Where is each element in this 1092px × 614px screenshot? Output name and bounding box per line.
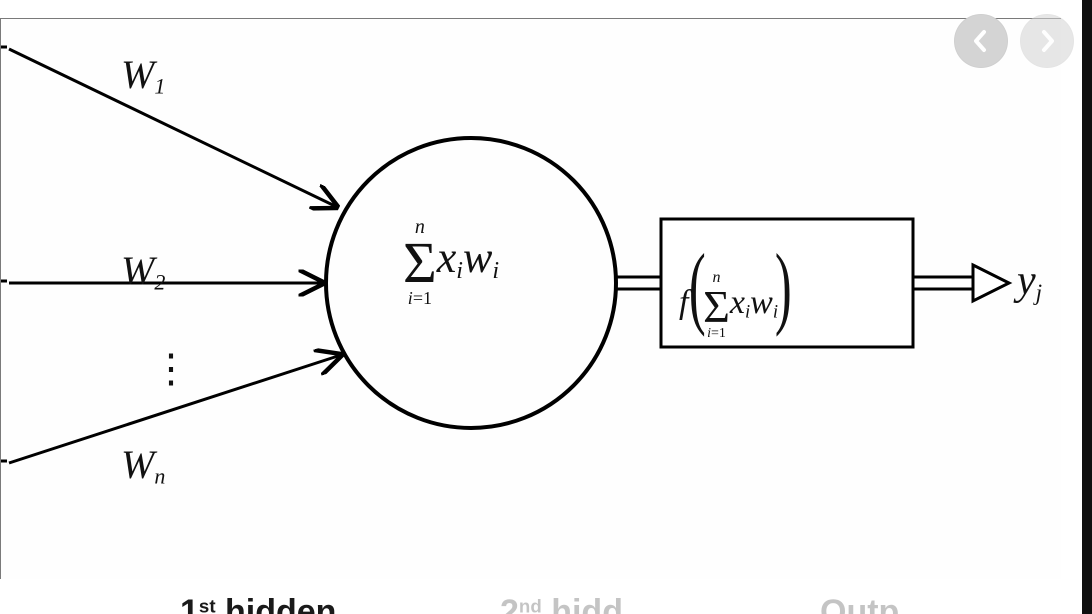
diagram-panel: W1 W2 ⋮ Wn n Σ i=1 xiwi f( n Σ i=1 xiwi): [0, 18, 1061, 579]
caption-first-hidden: 1st hidden: [180, 593, 336, 614]
vdots-glyph: ⋮: [151, 346, 191, 391]
diagram-stage: W1 W2 ⋮ Wn n Σ i=1 xiwi f( n Σ i=1 xiwi): [0, 0, 1092, 614]
vdots: ⋮: [151, 349, 191, 389]
caption-output: Outp: [820, 593, 899, 614]
next-image-button[interactable]: [1020, 14, 1074, 68]
neuron-diagram-svg: [1, 19, 1061, 579]
weight-label-w1: W1: [121, 51, 165, 100]
viewer-right-frame: [1082, 0, 1092, 614]
chevron-right-icon: [1037, 29, 1057, 53]
sum-expression: n Σ i=1 xiwi: [403, 217, 499, 307]
wn-text: W: [121, 442, 154, 487]
output-label: yj: [1017, 257, 1042, 306]
w1-text: W: [121, 52, 154, 97]
weight-label-wn: Wn: [121, 441, 165, 490]
weight-label-w2: W2: [121, 247, 165, 296]
caption-second-hidden: 2nd hidd: [500, 593, 623, 614]
prev-image-button[interactable]: [954, 14, 1008, 68]
activation-expression: f( n Σ i=1 xiwi): [679, 229, 793, 341]
w2-text: W: [121, 248, 154, 293]
chevron-left-icon: [971, 29, 991, 53]
